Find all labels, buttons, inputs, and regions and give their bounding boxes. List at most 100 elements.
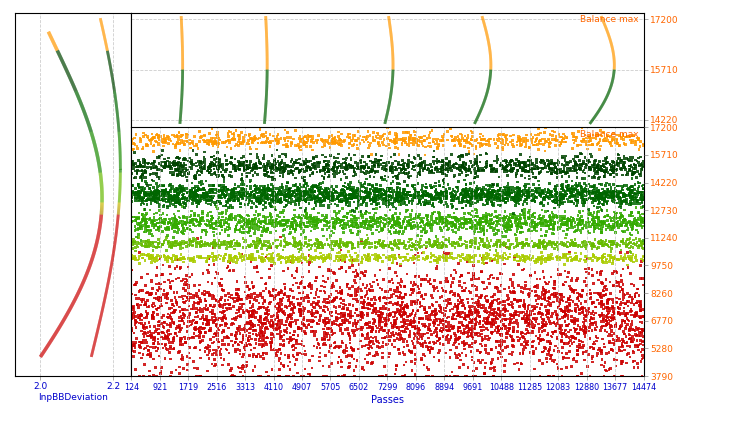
Point xyxy=(616,238,628,244)
Point xyxy=(433,157,445,164)
Point xyxy=(391,133,403,140)
Point xyxy=(238,239,250,246)
Point xyxy=(512,258,524,264)
Point xyxy=(250,160,262,167)
Point xyxy=(460,217,472,224)
Point xyxy=(559,308,571,314)
Point xyxy=(462,210,474,216)
Point xyxy=(416,292,428,299)
Point xyxy=(329,133,341,140)
Point xyxy=(603,366,615,373)
Point xyxy=(550,214,562,221)
Point xyxy=(250,161,262,167)
Point xyxy=(270,320,282,327)
Point xyxy=(437,217,449,224)
Point xyxy=(608,130,619,137)
Point xyxy=(634,302,646,309)
Point xyxy=(211,173,223,180)
Point xyxy=(553,202,565,209)
Point xyxy=(196,164,208,171)
Point xyxy=(291,351,303,358)
Point xyxy=(181,328,193,335)
Point xyxy=(449,350,461,357)
Point xyxy=(249,186,261,193)
Point xyxy=(256,139,268,145)
Point xyxy=(628,186,640,193)
Point xyxy=(454,130,466,137)
Point xyxy=(542,315,554,322)
Point xyxy=(388,323,400,330)
Point xyxy=(474,222,486,229)
Point xyxy=(384,312,396,319)
Point xyxy=(332,373,344,380)
Point xyxy=(136,298,148,305)
Point xyxy=(484,212,496,219)
Point xyxy=(368,217,380,224)
Point xyxy=(405,213,417,220)
Point xyxy=(263,185,275,192)
Point xyxy=(174,326,186,333)
Point xyxy=(489,327,501,334)
Point xyxy=(209,311,221,317)
Point xyxy=(264,212,276,219)
Point xyxy=(438,184,450,190)
Point xyxy=(541,228,553,235)
Point xyxy=(492,194,504,201)
Point xyxy=(470,235,482,242)
Point xyxy=(529,224,541,231)
Point xyxy=(610,210,622,216)
Point xyxy=(521,308,533,314)
Point xyxy=(440,218,452,224)
Point xyxy=(552,137,564,144)
Point xyxy=(268,189,280,196)
Point xyxy=(166,183,178,190)
Point xyxy=(637,158,649,164)
Point xyxy=(128,241,140,248)
Point xyxy=(588,312,600,318)
Point xyxy=(345,155,357,162)
Point xyxy=(332,218,344,224)
Point xyxy=(310,309,322,315)
Point xyxy=(614,197,626,204)
Point xyxy=(354,190,366,197)
Point xyxy=(563,307,575,314)
Point xyxy=(129,191,141,198)
Point xyxy=(587,280,599,287)
Point xyxy=(464,253,476,260)
Point xyxy=(559,308,571,314)
Point xyxy=(500,233,512,240)
Point xyxy=(230,286,242,293)
Point xyxy=(294,221,306,227)
Point xyxy=(604,214,616,221)
Point xyxy=(424,339,436,346)
Point xyxy=(422,220,434,227)
Point xyxy=(526,244,538,251)
Point xyxy=(353,228,365,235)
Point xyxy=(372,215,384,222)
Point xyxy=(160,190,172,196)
Point xyxy=(635,215,647,222)
Point xyxy=(166,226,178,232)
Point xyxy=(416,276,428,283)
Point xyxy=(576,124,588,131)
Point xyxy=(494,308,506,314)
Point xyxy=(321,304,333,311)
Point xyxy=(188,292,200,298)
Point xyxy=(472,186,484,193)
Point xyxy=(482,223,494,230)
Point xyxy=(170,253,182,260)
Point xyxy=(401,303,413,309)
Point xyxy=(306,195,318,202)
Point xyxy=(506,312,518,319)
Point xyxy=(175,255,187,261)
Point xyxy=(289,212,301,218)
Point xyxy=(164,283,176,290)
Point xyxy=(585,224,597,230)
Point xyxy=(627,196,639,202)
Point xyxy=(335,142,347,149)
Point xyxy=(180,138,192,145)
Point xyxy=(606,162,618,169)
Point xyxy=(345,195,357,202)
Point xyxy=(335,300,347,306)
Point xyxy=(238,351,250,358)
